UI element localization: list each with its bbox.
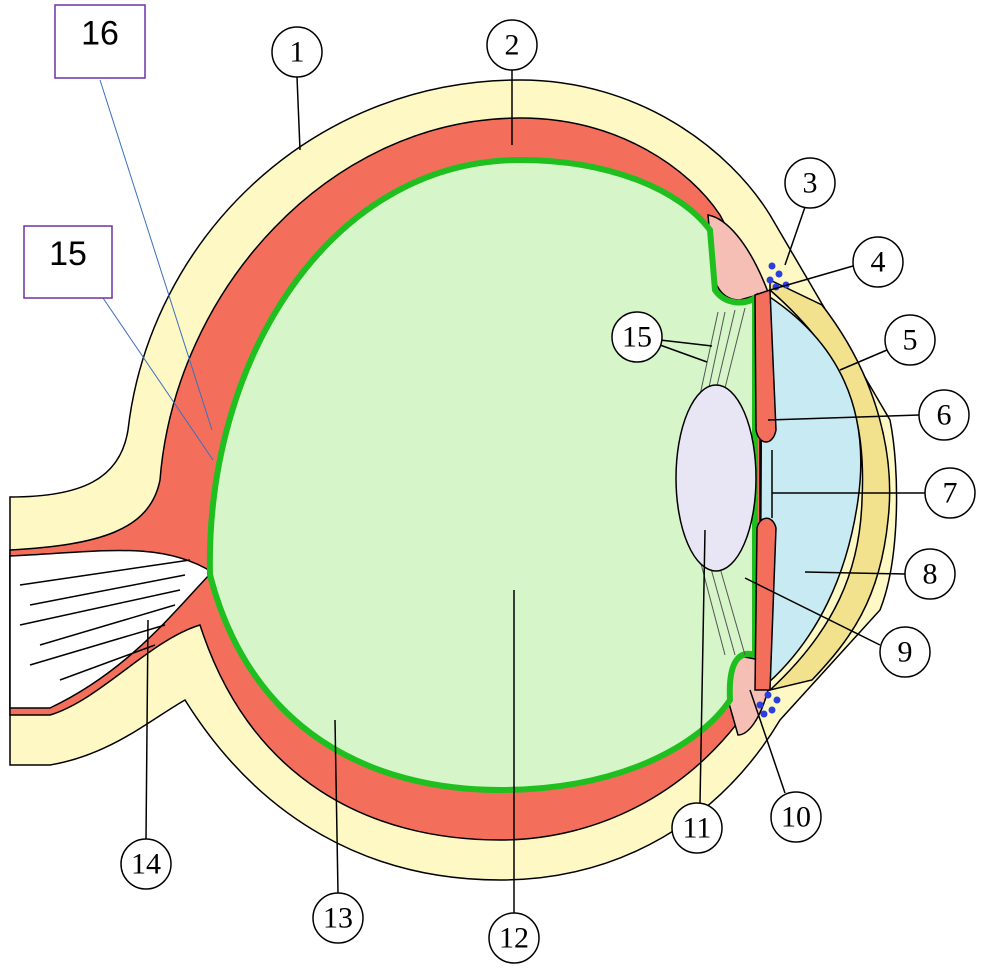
callout-label: 11	[683, 812, 712, 845]
callout: 3	[785, 158, 835, 208]
callout: 12	[489, 913, 539, 963]
callout: 15	[612, 312, 662, 362]
callout-label: 10	[781, 801, 811, 834]
callout-label: 2	[505, 29, 520, 62]
callout: 14	[121, 839, 171, 889]
box-label: 15	[49, 235, 87, 273]
callout: 5	[885, 315, 935, 365]
callout-label: 1	[290, 36, 305, 69]
callout-label: 14	[131, 848, 161, 881]
callout: 7	[925, 468, 975, 518]
callout: 1	[272, 27, 322, 77]
box-callout: 16	[55, 5, 145, 78]
callout-label: 9	[898, 636, 913, 669]
callout-label: 13	[323, 902, 353, 935]
callout-label: 6	[937, 399, 952, 432]
callout-label: 5	[903, 324, 918, 357]
box-label: 16	[81, 15, 119, 53]
callout: 6	[919, 390, 969, 440]
callout-label: 8	[923, 558, 938, 591]
callout-label: 4	[871, 246, 886, 279]
callout-label: 15	[622, 321, 652, 354]
callout: 10	[771, 792, 821, 842]
callout: 4	[853, 237, 903, 287]
callout: 13	[313, 893, 363, 943]
callout: 2	[487, 20, 537, 70]
callout-label: 12	[499, 922, 529, 955]
box-callout: 15	[24, 226, 112, 298]
lens	[676, 385, 756, 571]
eye-diagram: 1234567891011121314151615	[0, 0, 990, 973]
eye-anatomy	[10, 80, 897, 880]
callout-label: 3	[803, 167, 818, 200]
callout: 9	[880, 627, 930, 677]
callout: 11	[672, 803, 722, 853]
callout: 8	[905, 549, 955, 599]
callout-label: 7	[943, 477, 958, 510]
